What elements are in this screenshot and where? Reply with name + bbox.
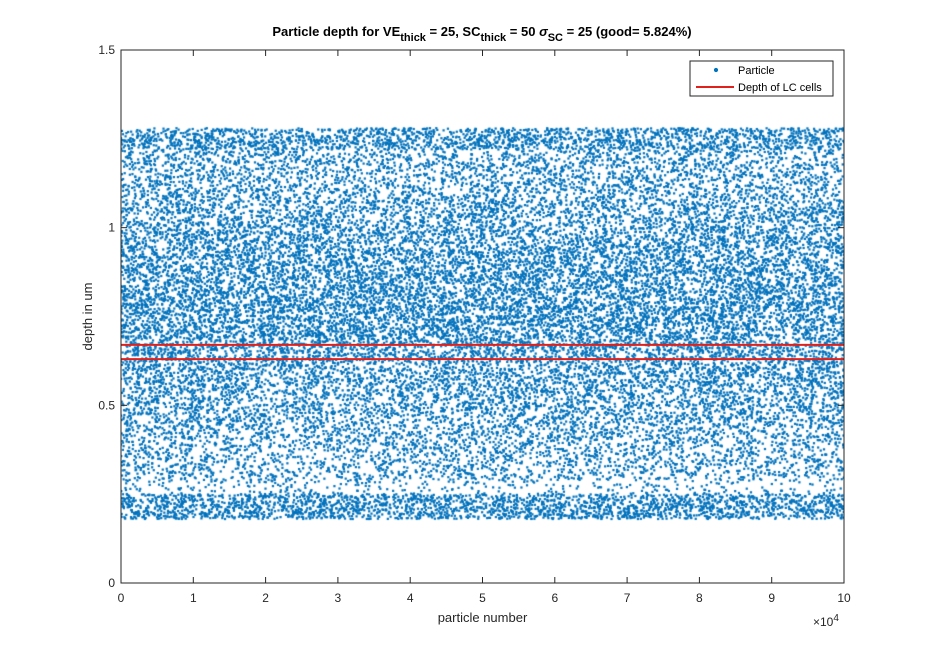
legend-box: [689, 60, 834, 97]
y-tick-label: 0: [108, 576, 115, 590]
x-tick-label: 0: [118, 591, 125, 605]
x-tick-label: 8: [696, 591, 703, 605]
x-tick-label: 6: [551, 591, 558, 605]
x-axis-label: particle number: [438, 610, 528, 625]
legend-lc-depth-label: Depth of LC cells: [738, 82, 822, 94]
legend-particle-marker: [713, 67, 719, 73]
x-tick-label: 7: [624, 591, 631, 605]
y-axis-label: depth in um: [80, 283, 95, 351]
x-tick-label: 4: [407, 591, 414, 605]
chart-title: Particle depth for VEthick = 25, SCthick…: [272, 24, 691, 44]
x-tick-label: 3: [335, 591, 342, 605]
particle-scatter-points: [121, 50, 844, 583]
x-tick-label: 2: [262, 591, 269, 605]
x-tick-label: 5: [479, 591, 486, 605]
legend-particle-label: Particle: [738, 65, 775, 77]
x-tick-label: 10: [837, 591, 851, 605]
y-tick-label: 1: [108, 221, 115, 235]
x-tick-label: 1: [190, 591, 197, 605]
y-tick-label: 1.5: [98, 43, 115, 57]
x-exponent-label: ×104: [813, 613, 839, 629]
x-tick-label: 9: [768, 591, 775, 605]
y-tick-label: 0.5: [98, 398, 115, 412]
